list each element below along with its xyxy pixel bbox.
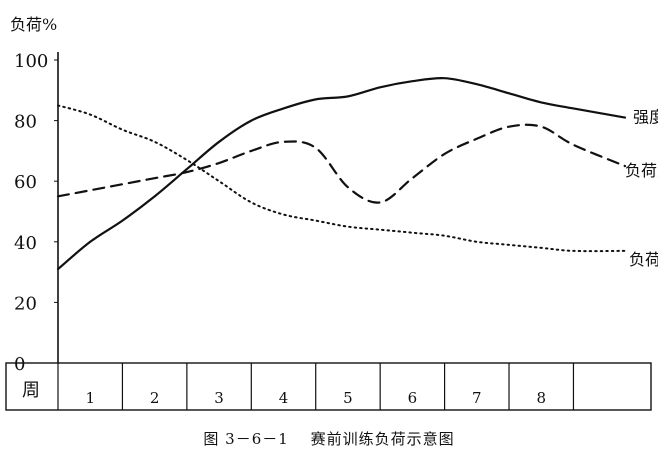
week-label: 6 [408,389,418,407]
series-line-1 [56,77,627,271]
chart-text: 负荷% 0 20 40 60 80 100 周 1 2 3 4 5 6 7 8 强度负荷总量负荷 量 [10,15,658,407]
week-label: 1 [85,389,95,407]
week-label: 7 [472,389,482,407]
series-line-3 [57,104,626,253]
week-label: 2 [150,389,160,407]
week-label: 3 [214,389,224,407]
week-label: 4 [279,389,289,407]
week-label: 8 [536,389,546,407]
y-tick-label: 40 [14,233,37,254]
series-line-2 [56,123,627,204]
y-tick-label: 0 [14,354,25,375]
y-tick-label: 100 [14,51,48,72]
series-label-3: 负荷 量 [629,250,658,269]
series-label-1: 强度 [633,108,658,127]
y-tick-label: 60 [14,172,37,193]
y-tick-label: 20 [14,293,37,314]
figure-caption: 图 3－6－1 赛前训练负荷示意图 [203,430,455,448]
x-axis-label: 周 [22,380,40,401]
axes [54,52,59,364]
week-table-frame [5,362,652,411]
series-label-2: 负荷总量 [625,161,658,180]
y-tick-label: 80 [14,112,37,133]
week-table [5,362,652,411]
week-label: 5 [343,389,353,407]
series-lines [56,77,627,271]
y-axis-label: 负荷% [10,15,57,34]
